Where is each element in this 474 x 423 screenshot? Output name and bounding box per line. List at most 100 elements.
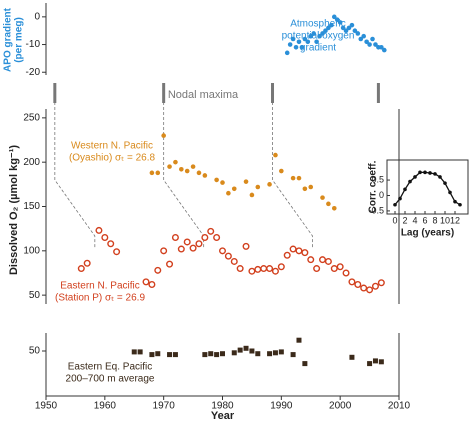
point (372, 358, 378, 364)
series-label: (Oyashio) σₜ = 26.8 (69, 153, 156, 164)
point (428, 171, 432, 175)
point (149, 170, 155, 176)
point (295, 247, 303, 255)
point (220, 351, 225, 357)
point (354, 281, 362, 289)
point (373, 42, 378, 47)
point (458, 202, 462, 207)
point (302, 186, 308, 192)
y-axis-label: Dissolved O₂ (µmol kg⁻¹) (8, 145, 20, 275)
point (214, 177, 219, 183)
point (190, 164, 196, 169)
point (272, 350, 278, 356)
x-tick-label: 0 (392, 215, 397, 225)
point (379, 45, 384, 50)
point (403, 187, 407, 192)
series-label: Western N. Pacific (71, 141, 153, 152)
point (267, 182, 272, 187)
point (284, 50, 290, 56)
point (331, 205, 337, 211)
point (196, 170, 202, 176)
point (255, 184, 261, 190)
point (330, 265, 338, 273)
y-tick-label: 200 (23, 157, 40, 168)
point (307, 256, 315, 264)
point (319, 256, 327, 264)
point (349, 22, 355, 28)
point (370, 36, 375, 42)
point (378, 359, 384, 365)
point (177, 245, 185, 253)
point (237, 347, 243, 353)
point (448, 190, 452, 195)
series-label: Eastern Eq. Pacific (68, 362, 152, 373)
point (167, 164, 172, 169)
y-axis-label: Corr. coeff. (368, 160, 379, 213)
y-axis-label: APO gradient (3, 7, 14, 72)
x-tick-label: 8 (432, 215, 437, 225)
point (283, 251, 291, 259)
point (155, 351, 161, 357)
point (154, 266, 162, 274)
point (172, 352, 178, 358)
point (160, 247, 168, 255)
point (326, 25, 331, 31)
point (289, 245, 297, 253)
point (271, 267, 279, 275)
point (248, 267, 256, 275)
point (142, 278, 150, 286)
x-tick-label: 4 (412, 215, 417, 225)
point (308, 33, 314, 39)
point (278, 349, 284, 355)
point (213, 234, 221, 242)
point (189, 244, 197, 252)
nodal-maximum (162, 83, 166, 103)
y-tick-label: 50 (29, 290, 41, 301)
point (313, 265, 321, 273)
point (296, 39, 302, 45)
point (107, 240, 115, 248)
point (83, 259, 91, 267)
point (305, 39, 311, 45)
x-tick-label: 1960 (94, 401, 117, 412)
series-label: (Station P) σₜ = 26.9 (55, 293, 145, 304)
point (320, 195, 325, 200)
point (438, 175, 442, 179)
x-axis-label: Year (211, 410, 235, 422)
point (155, 170, 161, 176)
point (148, 281, 156, 289)
point (433, 172, 437, 176)
point (398, 196, 402, 201)
point (443, 181, 447, 185)
point (326, 201, 331, 207)
point (214, 352, 220, 358)
point (243, 345, 249, 351)
point (179, 166, 184, 172)
point (195, 240, 203, 248)
guide-line (272, 102, 313, 248)
point (352, 28, 358, 33)
y-tick-label: -0.5 (368, 205, 384, 215)
point (249, 348, 255, 354)
point (273, 152, 278, 158)
y-tick-label: 0.5 (371, 174, 384, 184)
y-tick-label: 250 (23, 113, 40, 124)
point (230, 257, 238, 265)
point (393, 202, 397, 207)
guide-line (54, 102, 96, 248)
point (299, 45, 305, 50)
point (173, 159, 178, 165)
series-label: 200–700 m average (66, 374, 155, 385)
point (329, 22, 334, 28)
point (355, 31, 361, 36)
nodal-label: Nodal maxima (168, 89, 239, 101)
point (218, 247, 226, 255)
point (381, 47, 387, 53)
point (367, 42, 372, 47)
x-axis-label: Lag (years) (401, 228, 454, 239)
point (287, 42, 293, 47)
point (358, 36, 364, 42)
point (340, 25, 346, 31)
point (361, 33, 367, 39)
point (131, 349, 137, 355)
